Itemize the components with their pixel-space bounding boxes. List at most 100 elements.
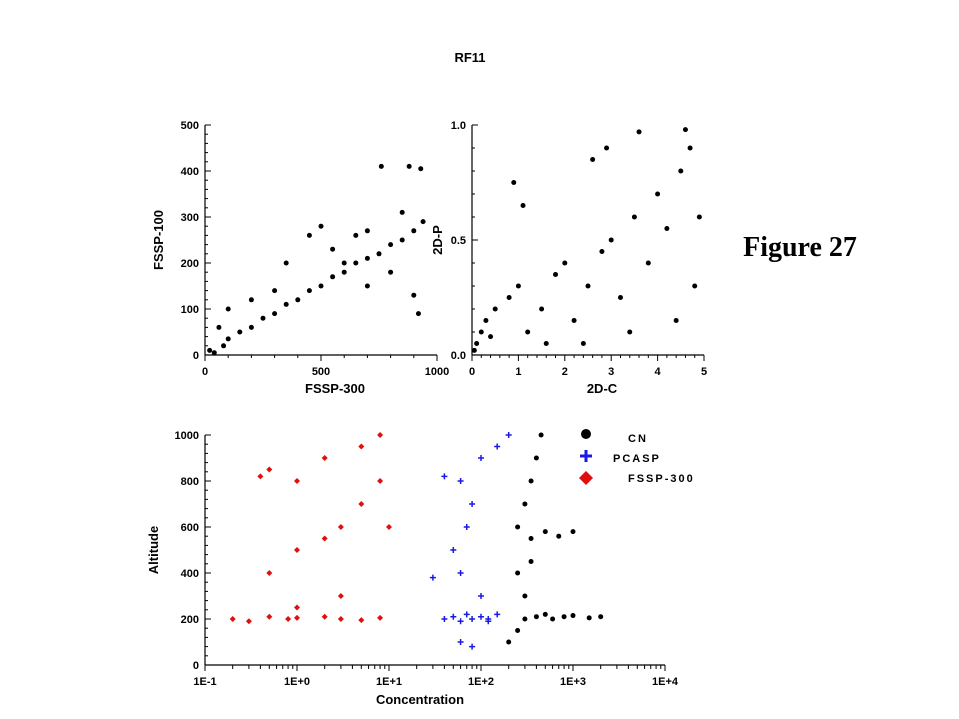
p1-point xyxy=(330,274,336,280)
p2-point xyxy=(562,260,568,266)
p2-x-tick-label: 4 xyxy=(655,366,662,378)
p1-point xyxy=(260,315,266,321)
p1-x-tick-label: 0 xyxy=(202,366,208,378)
p3-point xyxy=(556,533,562,539)
p2-point xyxy=(471,347,477,353)
p3-point xyxy=(570,613,576,619)
p3-point xyxy=(478,613,484,620)
p1-point xyxy=(283,260,289,266)
p1-point xyxy=(406,163,412,169)
p3-point xyxy=(542,611,548,617)
p1-point xyxy=(399,237,405,243)
p1-point xyxy=(318,223,324,229)
p2-point xyxy=(617,295,623,300)
p1-point xyxy=(388,242,394,248)
legend: CN PCASP FSSP-300 xyxy=(579,429,695,485)
p3-y-tick-label: 200 xyxy=(181,614,199,626)
p1-y-tick-label: 500 xyxy=(181,120,199,132)
p1-point xyxy=(272,288,278,294)
p2-point xyxy=(678,168,684,174)
legend-label-cn: CN xyxy=(628,433,648,445)
p3-y-tick-label: 400 xyxy=(181,568,199,580)
p3-point xyxy=(494,611,501,618)
p3-point xyxy=(522,593,528,599)
p2-point xyxy=(608,237,614,243)
p2-xlabel: 2D-C xyxy=(587,381,618,396)
p2-point xyxy=(585,283,591,289)
p3-point xyxy=(450,547,457,553)
p3-point xyxy=(457,639,464,645)
p1-point xyxy=(272,311,278,317)
p1-point xyxy=(248,297,254,303)
p1-xlabel: FSSP-300 xyxy=(305,381,365,396)
p1-point xyxy=(364,255,370,261)
p3-point xyxy=(469,616,476,622)
p2-point xyxy=(664,226,670,231)
p3-point xyxy=(533,455,539,461)
p3-point xyxy=(463,611,470,618)
p3-point xyxy=(515,628,521,633)
p3-x-tick-label: 1E+4 xyxy=(652,676,679,688)
legend-marker-fssp300 xyxy=(579,471,593,485)
p1-point xyxy=(378,163,384,169)
p2-x-tick-label: 0 xyxy=(469,366,475,378)
p3-point xyxy=(358,617,365,624)
p1-x-tick-label: 1000 xyxy=(425,366,449,378)
p3-y-tick-label: 600 xyxy=(181,522,199,534)
p2-y-tick-label: 0.5 xyxy=(451,235,466,247)
p3-point xyxy=(457,478,464,484)
p3-point xyxy=(441,616,448,622)
p1-point xyxy=(364,283,370,289)
p1-point xyxy=(306,232,312,238)
p3-point xyxy=(285,616,292,622)
p3-point xyxy=(321,455,328,461)
p3-y-tick-label: 800 xyxy=(181,476,199,488)
p3-point xyxy=(429,574,436,581)
chart-title: RF11 xyxy=(454,50,485,65)
p2-point xyxy=(571,318,577,323)
p3-point xyxy=(538,432,544,438)
p3-point xyxy=(506,639,512,645)
p1-point xyxy=(418,166,424,172)
p2-point xyxy=(511,180,517,185)
p3-point xyxy=(528,536,534,541)
p2-point xyxy=(636,129,642,135)
p2-point xyxy=(553,272,559,277)
p2-x-tick-label: 5 xyxy=(701,366,707,378)
p1-point xyxy=(306,288,312,294)
scatter-fssp: FSSP-300 FSSP-100 0 500 1000 0 100 200 300 400 5… xyxy=(151,120,449,396)
p1-point xyxy=(330,246,336,252)
p2-point xyxy=(543,341,549,346)
p3-x-tick-label: 1E+0 xyxy=(284,676,310,688)
p1-y-tick-label: 300 xyxy=(181,212,199,224)
p1-point xyxy=(353,260,359,266)
p1-point xyxy=(411,228,417,234)
legend-label-pcasp: PCASP xyxy=(613,453,661,465)
p1-y-tick-label: 200 xyxy=(181,258,199,270)
p2-y-tick-label: 1.0 xyxy=(451,120,466,132)
p3-point xyxy=(463,524,470,530)
p3-point xyxy=(494,443,501,450)
p3-x-tick-label: 1E+2 xyxy=(468,676,494,688)
p2-point xyxy=(692,283,698,289)
p2-point xyxy=(474,341,480,346)
legend-label-fssp300: FSSP-300 xyxy=(628,473,695,485)
p3-ylabel: Altitude xyxy=(146,526,161,574)
p1-point xyxy=(364,228,370,234)
p2-point xyxy=(525,329,531,335)
p3-point xyxy=(533,614,539,620)
p3-point xyxy=(522,501,528,507)
p2-y-tick-label: 0.0 xyxy=(451,350,466,362)
p3-y-tick-label: 0 xyxy=(193,660,199,672)
p1-point xyxy=(420,219,426,225)
p1-point xyxy=(295,297,301,303)
p3-point xyxy=(542,529,548,535)
p3-point xyxy=(321,613,328,620)
p2-point xyxy=(506,295,512,300)
p2-x-tick-label: 3 xyxy=(608,366,614,378)
p1-point xyxy=(415,311,421,317)
p3-point xyxy=(598,614,604,620)
p2-point xyxy=(515,283,521,289)
p3-point xyxy=(377,478,384,484)
